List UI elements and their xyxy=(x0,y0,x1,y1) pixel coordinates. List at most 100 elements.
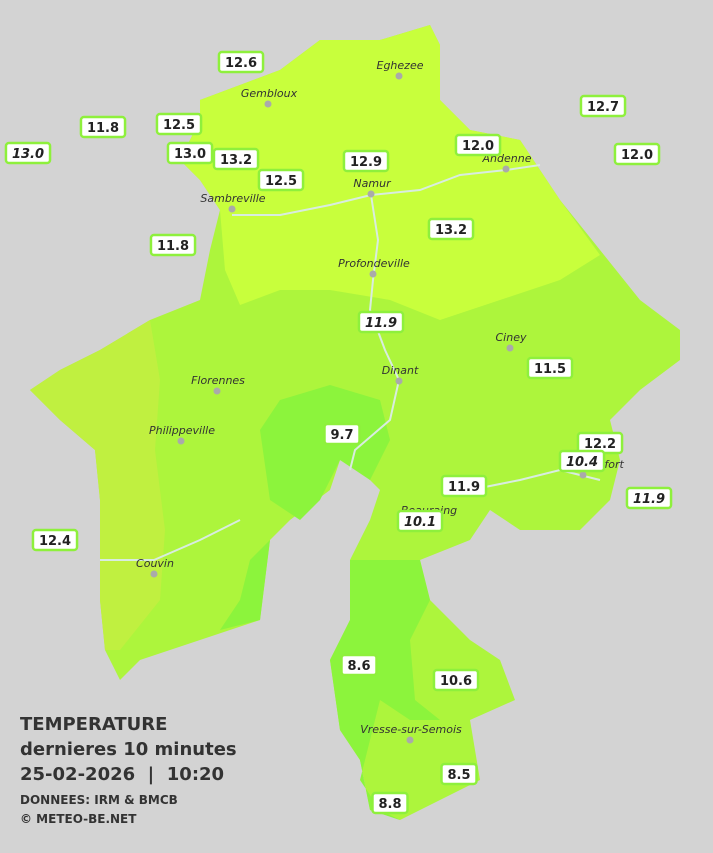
station-value: 13.0 xyxy=(12,147,44,162)
zone-cool xyxy=(330,560,440,820)
station-box xyxy=(427,217,475,241)
station-value: 8.6 xyxy=(347,659,370,674)
city-dot xyxy=(506,344,514,352)
river xyxy=(100,519,241,561)
station-value: 12.5 xyxy=(163,118,195,133)
station: 13.2 xyxy=(427,217,475,241)
station-box xyxy=(526,356,574,380)
station-box xyxy=(217,50,265,74)
station: 12.4 xyxy=(31,528,79,552)
station-box xyxy=(149,233,197,257)
station: 12.0 xyxy=(454,133,502,157)
river xyxy=(349,194,401,471)
station-value: 11.8 xyxy=(157,239,189,254)
station-value: 11.5 xyxy=(534,362,566,377)
city-dot xyxy=(502,165,510,173)
station-value: 12.2 xyxy=(584,437,616,452)
station: 10.6 xyxy=(432,668,480,692)
station-value: 12.7 xyxy=(587,100,619,115)
city-dot xyxy=(395,377,403,385)
timestamp: 25-02-2026 | 10:20 xyxy=(20,764,224,785)
copyright: © METEO-BE.NET xyxy=(20,812,137,826)
station-value: 11.9 xyxy=(365,316,397,331)
station-value: 12.6 xyxy=(225,56,257,71)
station-box xyxy=(371,791,409,815)
zone-cool xyxy=(260,385,390,520)
city-dot xyxy=(264,100,272,108)
station-value: 12.5 xyxy=(265,174,297,189)
city-dot xyxy=(150,570,158,578)
source: DONNEES: IRM & BMCB xyxy=(20,793,178,807)
city-dot xyxy=(369,270,377,278)
station-box xyxy=(212,147,260,171)
city-dot xyxy=(367,190,375,198)
station: 11.9 xyxy=(625,486,673,510)
station: 13.0 xyxy=(4,141,52,165)
city-label: Couvin xyxy=(136,557,174,570)
station-value: 11.9 xyxy=(448,480,480,495)
station-value: 10.4 xyxy=(566,455,598,470)
city-label: Dinant xyxy=(382,364,419,377)
city-label: Sambreville xyxy=(200,192,265,205)
station: 12.5 xyxy=(155,112,203,136)
station: 11.8 xyxy=(79,115,127,139)
city-label: Namur xyxy=(353,177,392,190)
city-dot xyxy=(406,736,414,744)
station-value: 12.0 xyxy=(462,139,494,154)
station: 13.2 xyxy=(212,147,260,171)
station-box xyxy=(166,141,214,165)
station-value: 8.8 xyxy=(378,797,401,812)
station-box xyxy=(579,94,627,118)
station-box xyxy=(79,115,127,139)
city-label: Ciney xyxy=(496,331,527,344)
station-box xyxy=(432,668,480,692)
city-dot xyxy=(213,387,221,395)
station: 12.5 xyxy=(257,168,305,192)
city-label: Florennes xyxy=(191,374,245,387)
station-box xyxy=(257,168,305,192)
station-box xyxy=(31,528,79,552)
station: 11.8 xyxy=(149,233,197,257)
station: 8.5 xyxy=(440,762,478,786)
station-box xyxy=(440,762,478,786)
station-box xyxy=(558,449,606,473)
city-label: Gembloux xyxy=(241,87,298,100)
station-box xyxy=(613,142,661,166)
zone-cool xyxy=(220,540,270,630)
station-box xyxy=(625,486,673,510)
station: 12.9 xyxy=(342,149,390,173)
station: 8.6 xyxy=(340,653,378,677)
station: 13.0 xyxy=(166,141,214,165)
city-dot xyxy=(395,72,403,80)
river xyxy=(232,164,541,216)
zone-west xyxy=(30,320,165,650)
station-box xyxy=(357,310,405,334)
station-box xyxy=(340,653,378,677)
station: 11.9 xyxy=(357,310,405,334)
city-dot xyxy=(579,471,587,479)
station-box xyxy=(4,141,52,165)
zone-warm xyxy=(180,25,600,320)
station: 8.8 xyxy=(371,791,409,815)
station-value: 11.9 xyxy=(633,492,665,507)
title: TEMPERATURE xyxy=(20,714,167,735)
station: 12.7 xyxy=(579,94,627,118)
station-value: 12.0 xyxy=(621,148,653,163)
station: 12.0 xyxy=(613,142,661,166)
station: 12.6 xyxy=(217,50,265,74)
station-box xyxy=(440,474,488,498)
station: 11.9 xyxy=(440,474,488,498)
station: 12.2 xyxy=(576,431,624,455)
station-box xyxy=(396,509,444,533)
station-value: 13.0 xyxy=(174,147,206,162)
station: 10.4 xyxy=(558,449,606,473)
station-value: 10.1 xyxy=(404,515,436,530)
station-box xyxy=(342,149,390,173)
city-label: Profondeville xyxy=(338,257,410,270)
station-value: 13.2 xyxy=(435,223,467,238)
station-box xyxy=(155,112,203,136)
station-box xyxy=(454,133,502,157)
station-value: 12.9 xyxy=(350,155,382,170)
station-value: 11.8 xyxy=(87,121,119,136)
